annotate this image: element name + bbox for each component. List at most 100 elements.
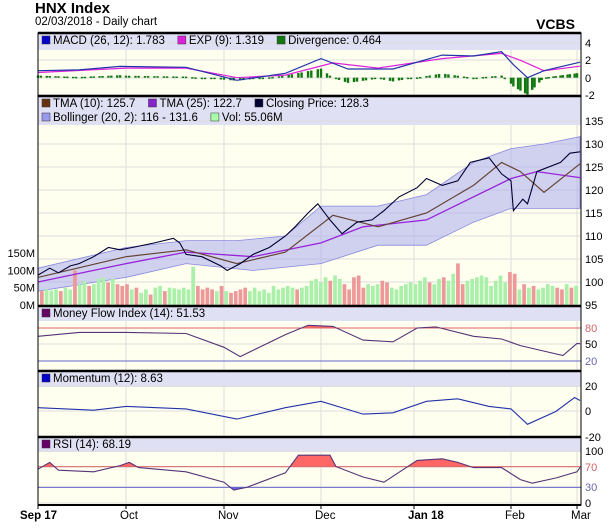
divergence-bar xyxy=(337,77,341,80)
volume-bar xyxy=(569,287,574,305)
divergence-bar xyxy=(203,77,207,80)
volume-bar xyxy=(148,294,153,305)
x-tick-label: Dec xyxy=(315,510,336,522)
volume-bar xyxy=(399,285,404,305)
volume-bar xyxy=(493,280,498,305)
volume-bar xyxy=(437,279,441,305)
divergence-bar xyxy=(66,76,69,79)
legend-swatch xyxy=(41,439,51,449)
y-tick-label: 80 xyxy=(585,323,597,335)
legend-band xyxy=(38,306,581,321)
divergence-bar xyxy=(419,76,422,79)
divergence-bar xyxy=(472,77,475,80)
volume-tick-label: 0M xyxy=(20,300,35,312)
legend-swatch xyxy=(177,35,187,45)
exp-line xyxy=(37,52,581,79)
volume-bar xyxy=(210,289,214,305)
y-tick-label: 110 xyxy=(585,231,603,243)
divergence-bar xyxy=(213,77,216,80)
volume-bar xyxy=(370,285,375,305)
divergence-bar xyxy=(388,77,392,81)
divergence-bar xyxy=(370,77,374,80)
closing-price-line xyxy=(37,151,581,276)
divergence-bar xyxy=(540,77,543,81)
volume-bar xyxy=(441,277,446,305)
legend-swatch xyxy=(41,308,51,318)
divergence-bar xyxy=(481,77,485,79)
divergence-bar xyxy=(277,76,281,78)
panel-0: 4 2 0 -2 MACD (26, 12): 1.783 EXP (9): 1.319 D… xyxy=(37,33,595,102)
y-tick-label: 130 xyxy=(585,139,603,151)
divergence-bar xyxy=(361,77,365,81)
volume-bar xyxy=(191,266,196,305)
divergence-bar xyxy=(503,77,506,80)
volume-bar xyxy=(456,263,460,305)
divergence-bar xyxy=(134,75,137,78)
divergence-bar xyxy=(80,76,84,79)
volume-bar xyxy=(229,292,233,305)
volume-bar xyxy=(134,287,139,305)
volume-bar xyxy=(276,289,281,305)
mfi-line xyxy=(37,324,581,358)
volume-bar xyxy=(101,277,106,305)
divergence-bar xyxy=(566,74,569,78)
divergence-bar xyxy=(316,69,319,78)
volume-bar xyxy=(144,289,148,305)
divergence-bar xyxy=(127,75,131,78)
volume-bar xyxy=(479,275,484,305)
y-tick-label: 20 xyxy=(585,381,597,393)
divergence-bar xyxy=(509,77,513,84)
divergence-bar xyxy=(153,76,156,78)
divergence-bar xyxy=(184,76,188,79)
divergence-bar xyxy=(379,77,383,80)
volume-bar xyxy=(224,291,229,305)
divergence-bar xyxy=(107,75,110,78)
divergence-bar xyxy=(561,75,565,78)
divergence-bar xyxy=(456,75,460,78)
x-tick-label: Mar xyxy=(571,510,591,522)
divergence-bar xyxy=(352,77,356,83)
legend-swatch xyxy=(148,98,157,108)
divergence-bar xyxy=(444,73,447,78)
divergence-bar xyxy=(290,74,294,78)
brand-label: VCBS xyxy=(536,16,575,32)
volume-bar xyxy=(92,284,96,305)
volume-bar xyxy=(186,289,191,305)
legend-entry: Divergence: 0.464 xyxy=(288,35,382,47)
divergence-bar xyxy=(437,74,441,78)
y-tick-label: 120 xyxy=(585,185,603,197)
volume-bar xyxy=(404,284,408,305)
volume-bar xyxy=(153,287,158,305)
panel-4: 100 70 30 0 RSI (14): 68.19 xyxy=(37,437,603,510)
volume-tick-label: 50M xyxy=(14,283,35,295)
divergence-bar xyxy=(54,76,57,78)
volume-bar xyxy=(536,289,541,305)
volume-bar xyxy=(87,285,92,305)
legend-entry: MACD (26, 12): 1.783 xyxy=(53,35,165,47)
volume-bar xyxy=(432,284,437,305)
volume-bar xyxy=(489,285,493,305)
divergence-bar xyxy=(523,77,527,94)
overbought-fill xyxy=(38,325,580,328)
volume-bar xyxy=(285,285,290,305)
volume-bar xyxy=(366,284,370,305)
divergence-bar xyxy=(137,75,140,78)
divergence-bar xyxy=(89,76,92,78)
volume-bar xyxy=(110,279,115,305)
divergence-bar xyxy=(162,76,166,78)
volume-bar xyxy=(413,284,418,305)
legend-entry: Money Flow Index (14): 51.53 xyxy=(53,308,205,320)
volume-bar xyxy=(58,291,63,305)
divergence-bar xyxy=(573,73,576,78)
divergence-bar xyxy=(391,77,395,82)
volume-bar xyxy=(158,285,162,305)
legend-entry: TMA (10): 125.7 xyxy=(53,98,135,110)
divergence-bar xyxy=(116,75,119,78)
volume-bar xyxy=(352,277,356,305)
volume-bar xyxy=(470,279,474,305)
divergence-bar xyxy=(465,76,469,79)
volume-bar xyxy=(115,284,120,305)
divergence-bar xyxy=(328,75,332,78)
volume-bar xyxy=(337,279,342,305)
volume-bar xyxy=(252,287,257,305)
